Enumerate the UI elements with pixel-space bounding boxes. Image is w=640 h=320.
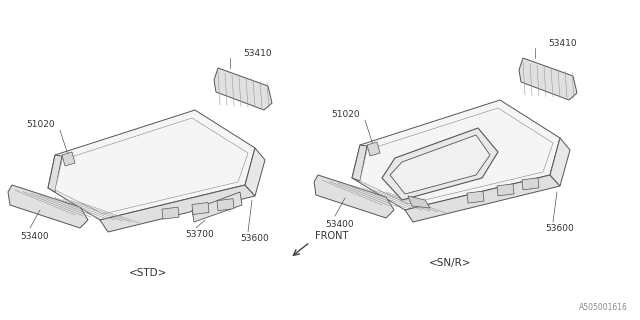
Polygon shape: [360, 108, 553, 204]
Polygon shape: [48, 110, 255, 220]
Polygon shape: [245, 148, 265, 196]
Polygon shape: [467, 191, 484, 203]
Polygon shape: [352, 145, 367, 181]
Polygon shape: [382, 128, 498, 200]
Polygon shape: [8, 185, 88, 228]
Polygon shape: [497, 184, 514, 196]
Polygon shape: [48, 155, 62, 192]
Polygon shape: [519, 58, 577, 100]
Polygon shape: [352, 100, 560, 210]
Polygon shape: [314, 175, 394, 218]
Polygon shape: [390, 135, 490, 194]
Text: 53700: 53700: [185, 229, 214, 238]
Text: <SN/R>: <SN/R>: [429, 258, 471, 268]
Polygon shape: [62, 152, 75, 166]
Text: FRONT: FRONT: [315, 231, 348, 241]
Text: 53400: 53400: [326, 220, 355, 228]
Polygon shape: [162, 207, 179, 219]
Text: 53400: 53400: [20, 231, 49, 241]
Text: 53600: 53600: [545, 223, 573, 233]
Polygon shape: [217, 199, 234, 211]
Polygon shape: [192, 203, 209, 214]
Text: 51020: 51020: [26, 119, 55, 129]
Polygon shape: [522, 178, 539, 190]
Text: 53410: 53410: [243, 49, 271, 58]
Polygon shape: [408, 196, 430, 208]
Text: A505001616: A505001616: [579, 303, 628, 313]
Text: 53410: 53410: [548, 38, 577, 47]
Polygon shape: [550, 138, 570, 186]
Polygon shape: [55, 118, 248, 214]
Text: 51020: 51020: [332, 109, 360, 118]
Polygon shape: [100, 185, 255, 232]
Text: <STD>: <STD>: [129, 268, 167, 278]
Polygon shape: [367, 142, 380, 156]
Polygon shape: [405, 175, 560, 222]
Polygon shape: [192, 192, 242, 222]
Polygon shape: [214, 68, 272, 110]
Text: 53600: 53600: [240, 234, 269, 243]
